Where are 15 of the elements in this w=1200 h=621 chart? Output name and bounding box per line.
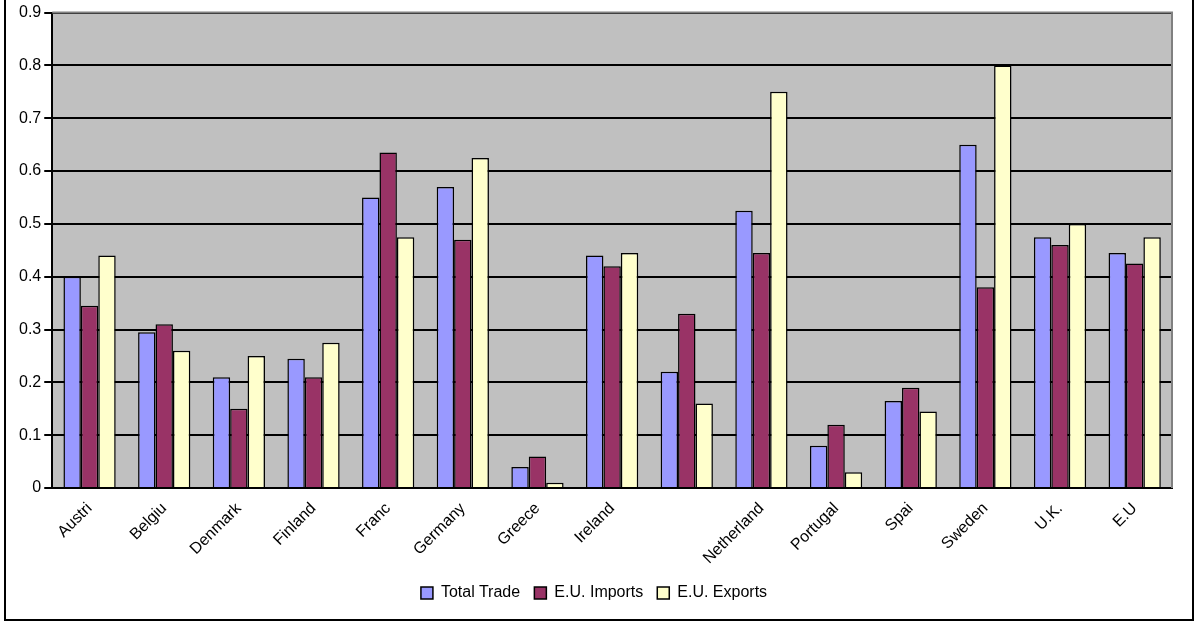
legend-label: Total Trade xyxy=(440,583,521,601)
legend-label: E.U. Exports xyxy=(677,583,768,601)
x-tick-label: U.K. xyxy=(1031,499,1066,534)
y-tick-label: 0.6 xyxy=(18,161,42,179)
legend-label: E.U. Imports xyxy=(554,583,644,601)
y-tick-label: 0.8 xyxy=(18,55,42,73)
y-tick-label: 0.7 xyxy=(18,108,42,126)
y-tick-label: 0.9 xyxy=(18,3,42,21)
y-tick-label: 0.1 xyxy=(18,425,42,443)
y-tick-label: 0.4 xyxy=(18,267,42,285)
y-tick-label: 0 xyxy=(32,478,42,496)
y-tick-label: 0.3 xyxy=(18,319,42,337)
y-tick-label: 0.2 xyxy=(18,372,42,390)
y-tick-label: 0.5 xyxy=(18,214,42,232)
x-tick-label: E.U xyxy=(1109,499,1140,530)
